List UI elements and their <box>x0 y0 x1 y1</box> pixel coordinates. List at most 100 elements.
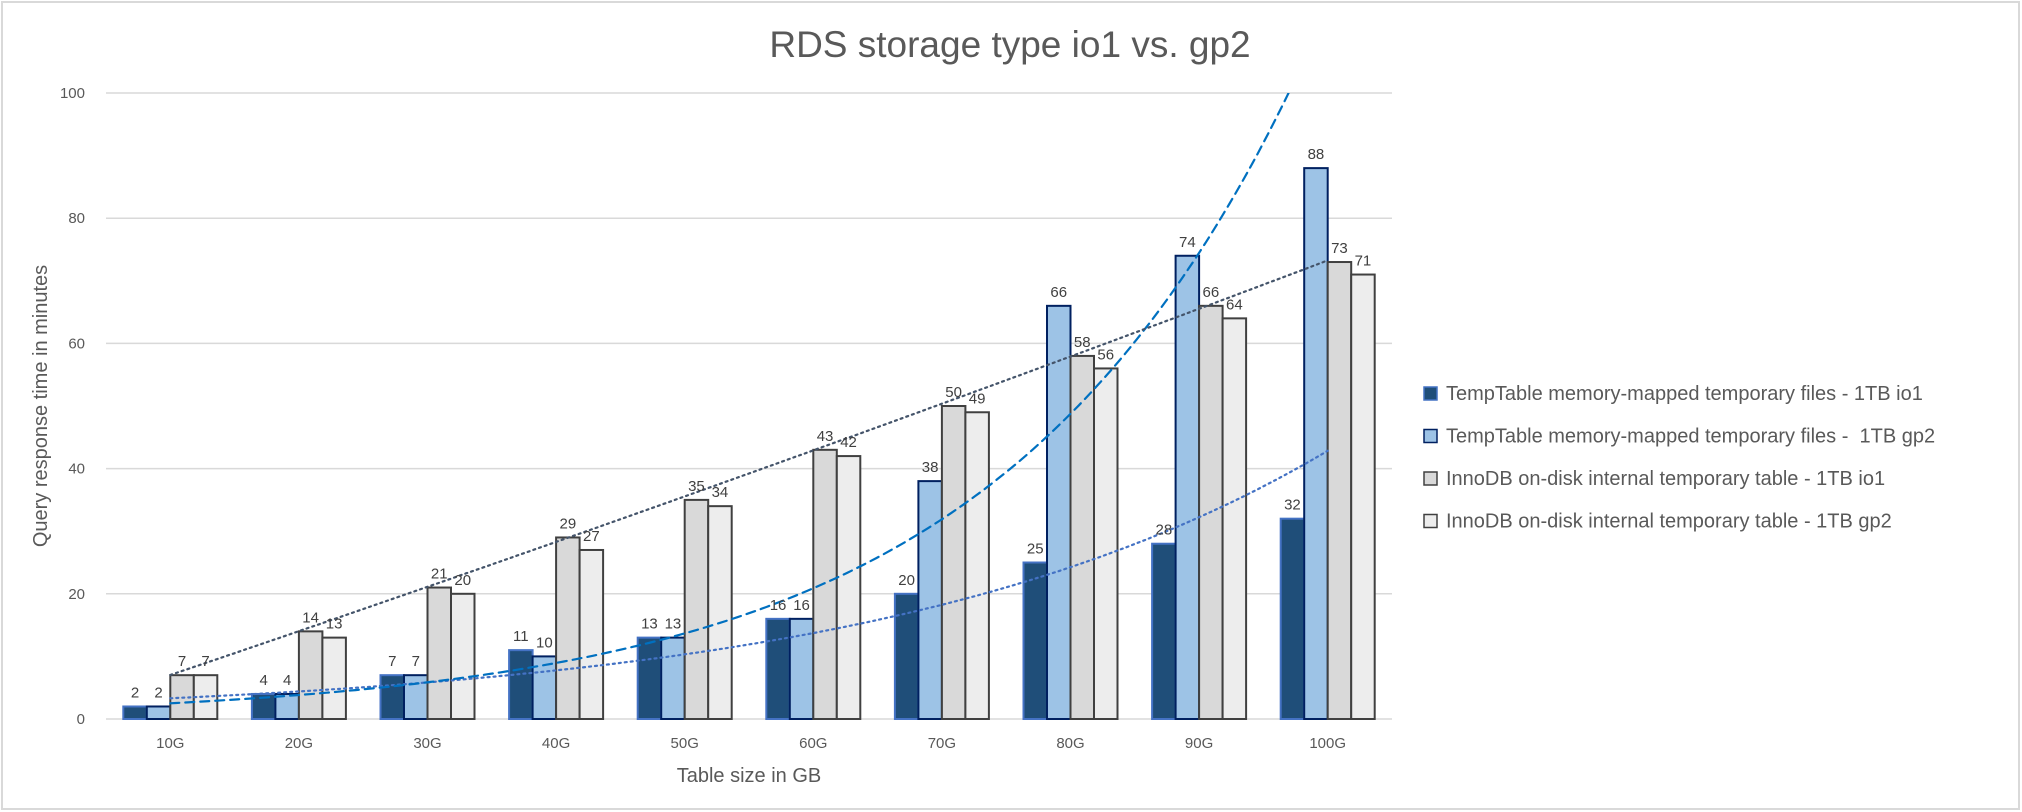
data-label: 34 <box>712 484 729 501</box>
data-label: 11 <box>513 628 529 645</box>
bar-series4-60G <box>835 455 862 720</box>
bar-series4-50G <box>707 505 733 720</box>
data-label: 35 <box>688 478 705 495</box>
bar-series1-100G <box>1279 517 1306 720</box>
legend-label: InnoDB on-disk internal temporary table … <box>1446 468 1885 490</box>
x-category-label: 70G <box>928 735 956 752</box>
data-label: 10 <box>536 634 553 651</box>
data-label: 42 <box>840 434 857 451</box>
x-category-label: 40G <box>542 735 570 752</box>
data-label: 71 <box>1355 253 1372 270</box>
data-label: 20 <box>454 572 471 589</box>
data-label: 2 <box>131 684 139 701</box>
data-label: 58 <box>1074 334 1091 351</box>
legend-label: TempTable memory-mapped temporary files … <box>1446 426 1935 448</box>
bar-series4-70G <box>964 411 990 720</box>
data-label: 43 <box>817 428 834 445</box>
data-label: 21 <box>431 566 448 583</box>
bar-series3-30G <box>426 586 452 720</box>
data-label: 7 <box>412 653 420 670</box>
bar-series4-90G <box>1221 317 1248 720</box>
bar-series1-10G <box>122 705 148 720</box>
bar-series1-90G <box>1151 542 1177 720</box>
bar-series3-60G <box>812 448 838 720</box>
bar-series4-40G <box>578 548 605 720</box>
data-label: 20 <box>898 572 915 589</box>
bar-series4-80G <box>1093 367 1119 720</box>
data-label: 4 <box>283 672 291 689</box>
legend-label: InnoDB on-disk internal temporary table … <box>1446 511 1892 533</box>
bar-series1-30G <box>379 674 405 720</box>
x-category-label: 80G <box>1056 735 1084 752</box>
data-label: 73 <box>1331 240 1348 257</box>
x-category-label: 50G <box>671 735 699 752</box>
data-label: 13 <box>641 616 658 633</box>
data-label: 29 <box>560 515 577 532</box>
bar-series2-100G <box>1303 167 1329 720</box>
bar-series2-50G <box>660 636 686 720</box>
bar-series1-80G <box>1022 561 1048 720</box>
bar-series3-100G <box>1326 261 1353 720</box>
trendlines <box>169 93 1329 705</box>
legend-marker <box>1423 471 1438 486</box>
bar-series3-70G <box>940 405 967 720</box>
y-tick-label: 40 <box>68 461 85 478</box>
bar-series2-80G <box>1046 304 1072 720</box>
bar-series3-20G <box>297 630 324 720</box>
x-category-label: 100G <box>1309 735 1346 752</box>
data-label: 74 <box>1179 234 1196 251</box>
data-label: 4 <box>259 672 267 689</box>
data-label: 64 <box>1226 296 1243 313</box>
data-label: 32 <box>1284 497 1301 514</box>
bar-series2-70G <box>917 480 943 720</box>
data-label: 16 <box>770 597 787 614</box>
y-axis-title: Query response time in minutes <box>30 265 52 547</box>
legend-marker <box>1423 386 1438 401</box>
data-label: 7 <box>201 653 209 670</box>
legend-label: TempTable memory-mapped temporary files … <box>1446 383 1923 405</box>
x-category-label: 10G <box>156 735 184 752</box>
y-tick-label: 60 <box>68 335 85 352</box>
bar-series4-30G <box>450 592 476 720</box>
y-tick-label: 20 <box>68 586 85 603</box>
y-tick-label: 0 <box>77 711 85 728</box>
trendline-dotted-1 <box>169 449 1329 700</box>
chart-title: RDS storage type io1 vs. gp2 <box>769 24 1250 65</box>
bar-series4-100G <box>1350 273 1376 720</box>
data-label: 2 <box>154 684 162 701</box>
bar-series2-10G <box>145 705 172 720</box>
bar-series3-50G <box>683 498 710 720</box>
y-tick-label: 100 <box>60 85 85 102</box>
data-label: 14 <box>302 609 319 626</box>
bar-series1-40G <box>508 649 534 721</box>
data-label: 56 <box>1097 346 1114 363</box>
legend-marker <box>1423 513 1438 529</box>
legend-marker <box>1423 428 1438 444</box>
data-label: 27 <box>583 528 600 545</box>
data-label: 7 <box>178 653 186 670</box>
bar-series1-70G <box>893 592 920 720</box>
data-label: 13 <box>326 616 343 633</box>
legend: TempTable memory-mapped temporary files … <box>1423 383 1935 533</box>
trendline-dashed-2 <box>169 93 1290 705</box>
bar-series1-60G <box>765 617 791 721</box>
bar-series1-50G <box>636 636 663 720</box>
data-labels: 2 4 7 11 13 16 20 25 28 32 2 4 7 10 13 16 38 66 74 88 7 14 21 2… <box>131 146 1371 701</box>
y-axis-ticks: 0 20 40 60 80 100 <box>60 85 85 728</box>
x-category-label: 20G <box>285 735 313 752</box>
data-label: 25 <box>1027 541 1044 558</box>
bar-series3-40G <box>555 536 581 721</box>
trendline-dotted-3 <box>169 259 1329 677</box>
bar-series4-20G <box>321 636 347 720</box>
data-label: 13 <box>665 616 682 633</box>
x-category-label: 30G <box>413 735 441 752</box>
data-label: 50 <box>945 384 962 401</box>
data-label: 88 <box>1308 146 1325 163</box>
bar-series2-90G <box>1174 254 1201 720</box>
data-label: 66 <box>1203 284 1220 301</box>
x-axis-categories: 10G 20G 30G 40G 50G 60G 70G 80G 90G 100G <box>156 735 1346 752</box>
x-axis-title: Table size in GB <box>677 765 822 787</box>
x-category-label: 90G <box>1185 735 1213 752</box>
